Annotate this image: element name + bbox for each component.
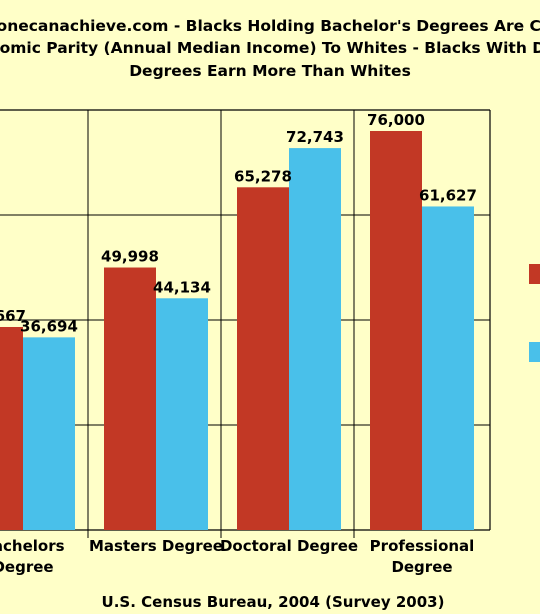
chart-title: Anyonecanachieve.com - Blacks Holding Ba… xyxy=(0,17,540,80)
legend-swatch xyxy=(529,342,540,362)
bar xyxy=(370,131,422,530)
legend xyxy=(529,264,540,362)
bar xyxy=(156,298,208,530)
x-tick-label: Bachelors xyxy=(0,537,65,555)
bar xyxy=(23,337,75,530)
x-tick-label: Professional xyxy=(370,537,475,555)
data-label: 49,998 xyxy=(101,248,159,266)
bar xyxy=(237,187,289,530)
data-label: 76,000 xyxy=(367,111,425,129)
bar xyxy=(104,267,156,530)
bar xyxy=(0,326,23,530)
x-tick-label: Degree xyxy=(391,558,452,576)
data-label: 44,134 xyxy=(153,278,211,296)
data-label: 38,667 xyxy=(0,307,26,325)
bar xyxy=(289,148,341,530)
chart-title-line: To Economic Parity (Annual Median Income… xyxy=(0,39,540,57)
x-tick-label: Degree xyxy=(0,558,54,576)
data-label: 65,278 xyxy=(234,167,292,185)
chart-title-line: Degrees Earn More Than Whites xyxy=(129,62,411,80)
legend-swatch xyxy=(529,264,540,284)
data-label: 72,743 xyxy=(286,128,344,146)
bar xyxy=(422,206,474,530)
source-caption: U.S. Census Bureau, 2004 (Survey 2003) xyxy=(102,593,445,611)
data-label: 61,627 xyxy=(419,186,477,204)
chart-title-line: Anyonecanachieve.com - Blacks Holding Ba… xyxy=(0,17,540,35)
x-tick-label: Masters Degree xyxy=(89,537,223,555)
data-labels: 38,66736,694 49,998 44,134 65,278 72,743 76,0… xyxy=(0,111,477,335)
bars xyxy=(0,131,474,530)
x-tick-label: Doctoral Degree xyxy=(220,537,358,555)
data-label: 36,694 xyxy=(20,317,78,335)
